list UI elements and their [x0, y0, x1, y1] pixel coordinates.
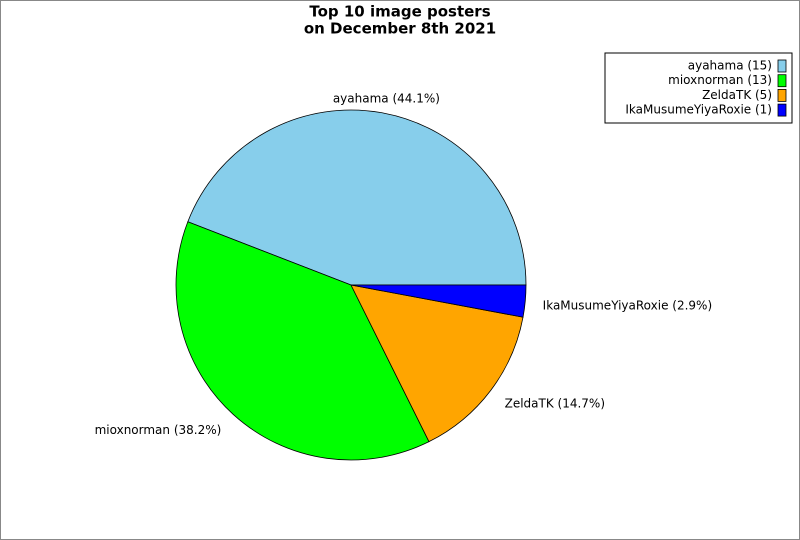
pie-slice [350, 284, 527, 318]
slice-label: IkaMusumeYiyaRoxie (2.9%) [543, 298, 712, 312]
legend-label: ZeldaTK (5) [702, 88, 772, 102]
legend-swatch [777, 89, 787, 102]
legend-box [604, 52, 793, 124]
slice-label: ZeldaTK (14.7%) [505, 397, 605, 411]
slice-label: mioxnorman (38.2%) [95, 423, 222, 437]
slice-label: ayahama (44.1%) [333, 91, 440, 105]
pie-slice [175, 221, 430, 461]
legend-label: mioxnorman (13) [668, 73, 772, 87]
pie-slice [350, 284, 524, 443]
legend-label: IkaMusumeYiyaRoxie (1) [625, 103, 772, 117]
legend-swatch [777, 74, 787, 88]
legend-swatch [777, 103, 787, 117]
legend-label: ayahama (15) [688, 59, 772, 73]
chart-subtitle: on December 8th 2021 [304, 20, 496, 38]
chart-title: Top 10 image posters [309, 3, 490, 21]
pie-slice [187, 109, 527, 286]
legend-swatch [777, 59, 787, 73]
